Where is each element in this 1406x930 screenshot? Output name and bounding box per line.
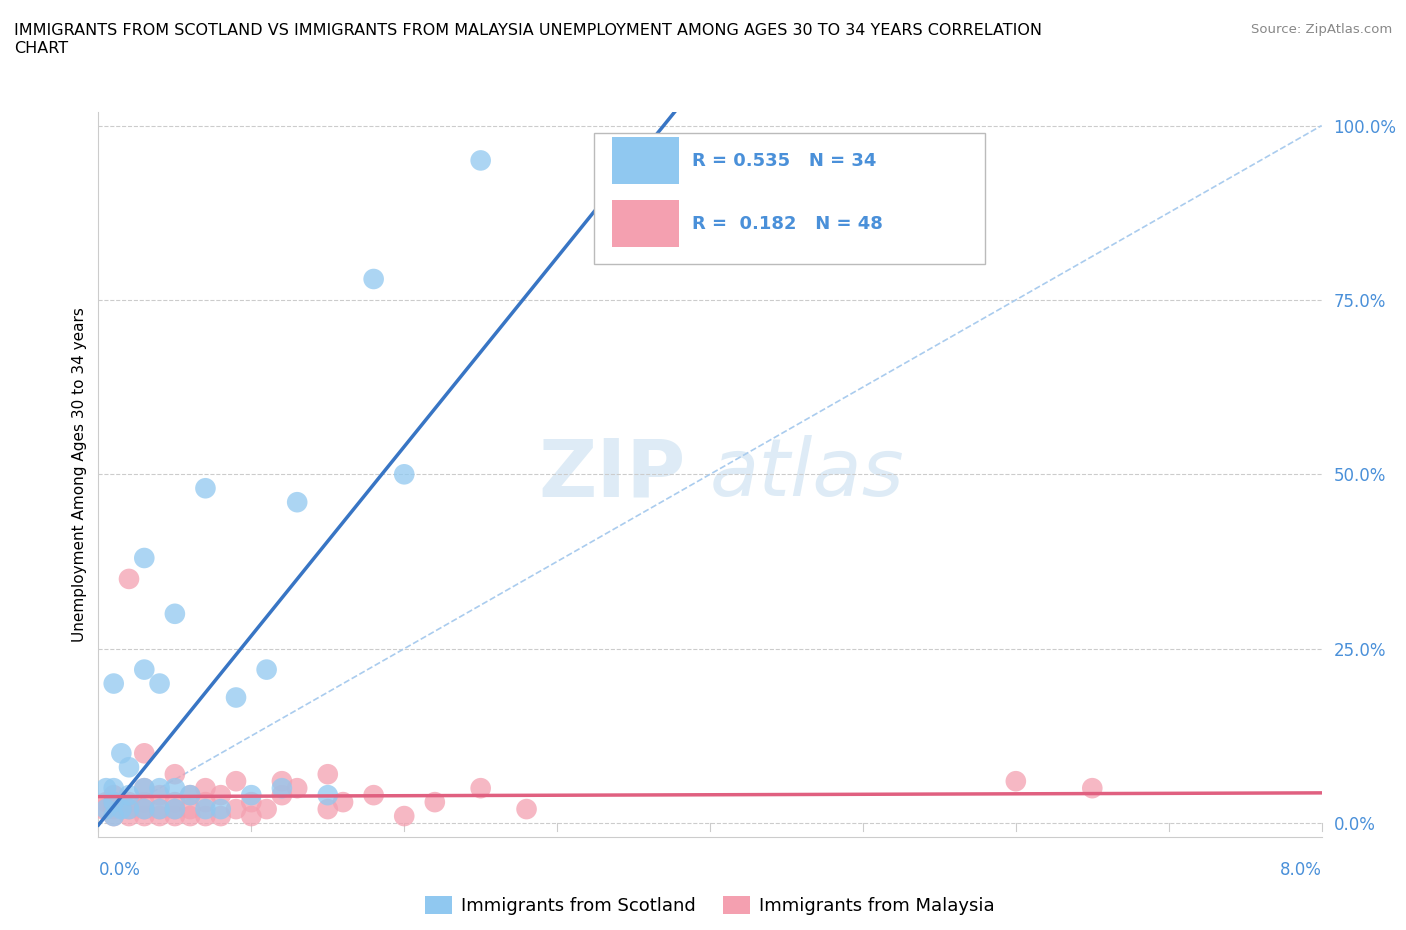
Point [209,802,232,817]
Point [392,467,416,482]
Point [103,794,125,809]
Point [118,571,141,587]
Point [110,746,132,761]
Point [134,794,156,809]
Point [103,676,125,691]
Point [149,676,172,691]
Text: R =  0.182   N = 48: R = 0.182 N = 48 [692,215,883,232]
Point [134,746,156,761]
FancyBboxPatch shape [612,200,679,247]
Point [149,802,172,817]
Point [363,788,385,803]
Point [1004,774,1026,789]
Point [134,802,156,817]
Point [194,802,217,817]
Point [363,272,385,286]
Point [103,781,125,796]
Text: 8.0%: 8.0% [1279,861,1322,880]
Point [285,495,308,510]
Point [256,802,278,817]
Point [134,781,156,796]
Point [118,802,141,817]
Point [134,662,156,677]
Point [316,788,339,803]
Point [110,802,132,817]
Point [285,781,308,796]
Point [134,781,156,796]
Y-axis label: Unemployment Among Ages 30 to 34 years: Unemployment Among Ages 30 to 34 years [72,307,87,642]
Point [91,802,114,817]
Point [118,760,141,775]
Point [194,781,217,796]
Point [103,809,125,824]
Point [209,788,232,803]
Point [149,809,172,824]
Text: ZIP: ZIP [538,435,686,513]
Text: IMMIGRANTS FROM SCOTLAND VS IMMIGRANTS FROM MALAYSIA UNEMPLOYMENT AMONG AGES 30 : IMMIGRANTS FROM SCOTLAND VS IMMIGRANTS F… [14,23,1042,56]
Point [134,809,156,824]
Point [163,794,186,809]
Point [118,809,141,824]
Point [225,690,247,705]
Point [103,802,125,817]
Point [240,788,263,803]
Point [179,802,201,817]
Point [225,802,247,817]
Point [316,802,339,817]
Point [194,809,217,824]
Point [163,781,186,796]
Point [392,809,416,824]
Point [134,551,156,565]
Point [103,794,125,809]
Point [149,781,172,796]
Point [316,766,339,781]
Point [163,802,186,817]
Point [179,809,201,824]
Point [118,802,141,817]
Point [163,809,186,824]
FancyBboxPatch shape [593,133,986,264]
Point [94,781,117,796]
Point [470,153,492,168]
Legend: Immigrants from Scotland, Immigrants from Malaysia: Immigrants from Scotland, Immigrants fro… [418,888,1002,923]
Point [209,809,232,824]
Point [134,802,156,817]
Point [256,662,278,677]
Point [194,481,217,496]
Point [94,802,117,817]
Point [179,788,201,803]
Text: Source: ZipAtlas.com: Source: ZipAtlas.com [1251,23,1392,36]
Point [1081,781,1104,796]
Point [194,794,217,809]
Point [240,809,263,824]
Point [118,788,141,803]
Point [270,781,294,796]
Point [332,794,354,809]
Point [149,788,172,803]
Point [118,794,141,809]
Point [94,794,117,809]
Point [516,802,538,817]
Point [103,809,125,824]
Point [163,802,186,817]
Text: atlas: atlas [710,435,905,513]
Point [163,766,186,781]
Point [103,788,125,803]
Point [225,774,247,789]
Point [240,794,263,809]
Point [149,802,172,817]
Point [423,794,446,809]
Point [179,788,201,803]
Point [270,788,294,803]
FancyBboxPatch shape [612,137,679,184]
Text: R = 0.535   N = 34: R = 0.535 N = 34 [692,152,876,169]
Text: 0.0%: 0.0% [98,861,141,880]
Point [270,774,294,789]
Point [163,606,186,621]
Point [470,781,492,796]
